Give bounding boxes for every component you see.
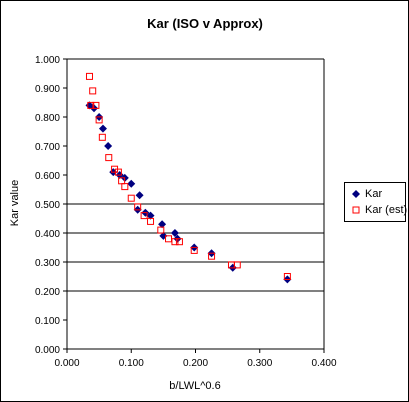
kar-est-data-point xyxy=(105,154,113,162)
plot-area: 0.000 0.100 0.200 0.300 0.400 0.500 0.600 0.700… xyxy=(35,55,337,369)
kar-data-point xyxy=(170,229,179,237)
kar-data-point xyxy=(98,124,107,133)
x-axis-label: b/LWL^0.6 xyxy=(169,380,220,392)
kar-est-data-point xyxy=(98,133,106,141)
kar-est-data-point xyxy=(92,101,100,109)
chart-legend: Kar Kar (est) xyxy=(344,182,408,222)
x-tick-label: 0.200 xyxy=(183,358,208,369)
kar-est-data-point xyxy=(175,238,183,246)
kar-est-data-point xyxy=(134,203,142,211)
kar-est-data-point xyxy=(87,101,95,109)
kar-est-data-point xyxy=(95,116,103,124)
chart-title: Kar (ISO v Approx) xyxy=(147,16,263,31)
kar-est-data-point xyxy=(114,168,122,176)
kar-data-point xyxy=(146,211,155,220)
y-tick-label: 0.100 xyxy=(35,316,60,327)
y-tick-label: 1.000 xyxy=(35,55,60,66)
legend-label-kar-est: Kar (est) xyxy=(365,204,408,216)
kar-est-data-point xyxy=(140,212,148,220)
y-tick-label: 0.400 xyxy=(35,229,60,240)
kar-est-data-point xyxy=(85,72,93,80)
kar-est-data-point xyxy=(190,246,198,254)
kar-data-point xyxy=(104,142,113,150)
kar-est-data-point xyxy=(208,252,216,260)
kar-est-data-point xyxy=(233,261,241,269)
y-axis-label: Kar value xyxy=(9,180,21,226)
kar-est-data-point xyxy=(127,194,135,202)
legend-label-kar: Kar xyxy=(365,188,383,200)
kar-est-data-point xyxy=(121,183,129,191)
x-tick-label: 0.300 xyxy=(247,358,272,369)
y-tick-label: 0.300 xyxy=(35,258,60,269)
y-tick-label: 0.200 xyxy=(35,287,60,298)
kar-data-point xyxy=(127,179,136,188)
y-tick-label: 0.700 xyxy=(35,142,60,153)
x-tick-label: 0.000 xyxy=(54,358,79,369)
y-tick-label: 0.000 xyxy=(35,345,60,356)
kar-data-point xyxy=(158,220,167,229)
y-tick-label: 0.500 xyxy=(35,200,60,211)
x-tick-label: 0.100 xyxy=(119,358,144,369)
y-tick-label: 0.600 xyxy=(35,171,60,182)
kar-est-data-point xyxy=(157,226,165,234)
kar-est-data-point xyxy=(171,238,179,246)
kar-est-data-point xyxy=(89,87,97,95)
kar-est-data-point xyxy=(147,217,155,225)
legend-square-marker xyxy=(352,206,360,214)
y-tick-label: 0.800 xyxy=(35,113,60,124)
kar-est-data-point xyxy=(283,273,291,280)
y-tick-label: 0.900 xyxy=(35,84,60,95)
kar-data-point xyxy=(135,191,144,200)
legend-diamond-marker xyxy=(352,190,360,198)
x-tick-label: 0.400 xyxy=(311,358,336,369)
